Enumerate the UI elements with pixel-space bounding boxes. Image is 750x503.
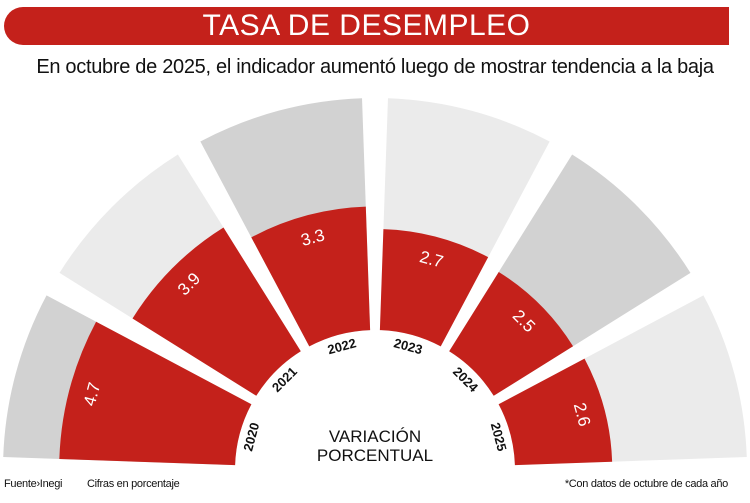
chart-title: TASA DE DESEMPLEO	[202, 9, 531, 42]
bar-2022	[251, 206, 371, 347]
note-label: *Con datos de octubre de cada año	[564, 478, 728, 490]
year-label-2025: 2025	[488, 421, 510, 453]
bar-2025	[498, 358, 613, 466]
source-label: Fuente›Inegi	[4, 478, 63, 490]
center-label-line1: VARIACIÓN	[328, 427, 422, 446]
year-label-2020: 2020	[240, 421, 262, 453]
bar-2024	[449, 271, 574, 396]
center-label-line2: PORCENTUAL	[316, 446, 434, 465]
year-label-2022: 2022	[326, 335, 358, 357]
title-banner: TASA DE DESEMPLEO	[4, 7, 729, 45]
bar-2021	[132, 227, 301, 396]
bar-2020	[59, 321, 252, 466]
units-label: Cifras en porcentaje	[87, 478, 180, 490]
bar-2023	[379, 229, 489, 347]
center-label: VARIACIÓN PORCENTUAL	[275, 427, 475, 465]
year-label-2023: 2023	[392, 335, 424, 357]
chart-subtitle: En octubre de 2025, el indicador aumentó…	[36, 56, 714, 78]
